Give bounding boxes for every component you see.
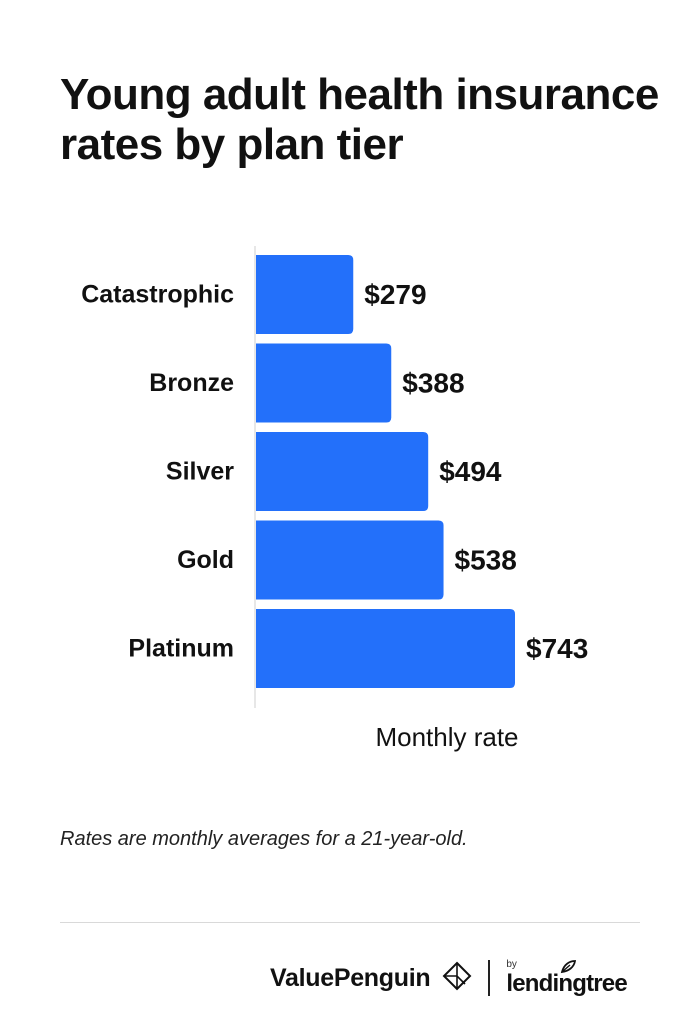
value-label-silver: $494 xyxy=(439,456,502,487)
brand-separator xyxy=(488,960,491,996)
footer-divider xyxy=(60,922,640,923)
x-axis-label: Monthly rate xyxy=(375,722,518,752)
lendingtree-by-text: by xyxy=(506,959,517,970)
lendingtree-logo-text: lendingtree xyxy=(506,970,627,997)
valuepenguin-logo-text: ValuePenguin xyxy=(270,963,431,992)
bar-catastrophic xyxy=(256,255,354,334)
category-label-platinum: Platinum xyxy=(128,635,234,663)
valuepenguin-diamond-icon xyxy=(442,961,472,996)
bar-platinum xyxy=(256,609,515,688)
footer-brand: ValuePenguin by lendingtree xyxy=(270,958,628,998)
bar-silver xyxy=(256,432,429,511)
category-label-gold: Gold xyxy=(177,546,234,574)
chart-title: Young adult health insurance rates by pl… xyxy=(60,70,659,169)
category-label-bronze: Bronze xyxy=(149,369,234,397)
value-label-bronze: $388 xyxy=(402,368,464,399)
category-label-catastrophic: Catastrophic xyxy=(81,281,234,309)
category-label-silver: Silver xyxy=(166,458,234,486)
value-label-catastrophic: $279 xyxy=(364,279,426,310)
value-label-platinum: $743 xyxy=(526,633,588,664)
chart-svg: Catastrophic $279 Bronze $388 Silver $494 Gold… xyxy=(81,246,588,752)
footnote: Rates are monthly averages for a 21-year… xyxy=(60,828,468,850)
bar-gold xyxy=(256,520,444,600)
bar-chart: Catastrophic $279 Bronze $388 Silver $494 Gold… xyxy=(0,240,700,760)
lendingtree-logo: by lendingtree xyxy=(506,960,627,996)
bar-bronze xyxy=(256,343,392,423)
value-label-gold: $538 xyxy=(455,545,517,576)
lendingtree-leaf-icon xyxy=(560,960,577,978)
